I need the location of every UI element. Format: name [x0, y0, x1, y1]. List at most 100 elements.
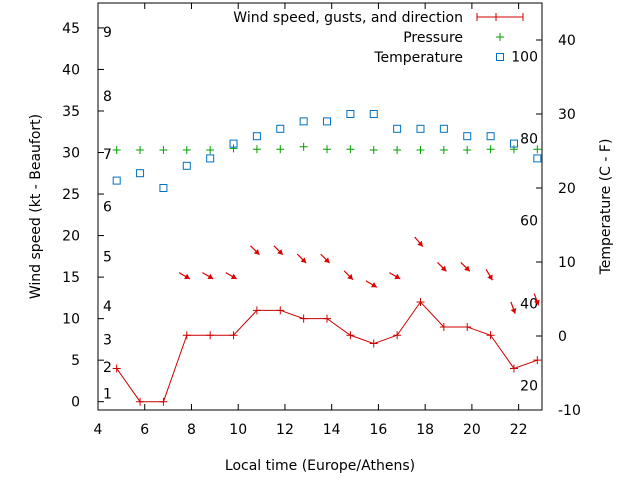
pressure-point: [369, 146, 378, 155]
wind-speed-point: [416, 298, 425, 307]
x-ticks: 4 6 8 10 12 14 16 18 20 22: [94, 3, 528, 438]
beaufort-label: 7: [103, 147, 112, 163]
wind-speed-point: [206, 331, 215, 340]
wind-direction-arrow: [178, 272, 191, 280]
fahrenheit-label: 60: [520, 214, 538, 230]
temperature-point: [509, 139, 518, 148]
temperature-point: [206, 154, 215, 163]
pressure-point: [252, 145, 261, 154]
wind-speed-point: [252, 306, 261, 315]
fahrenheit-label: 20: [520, 379, 538, 395]
temperature-point: [252, 132, 261, 141]
legend-marker: [496, 33, 504, 41]
y-right-tick-label: 10: [558, 255, 576, 271]
wind-direction-arrow: [225, 272, 237, 280]
wind-speed-point: [136, 397, 145, 406]
pressure-point: [136, 146, 145, 155]
pressure-point: [439, 146, 448, 155]
wind-speed-point: [159, 397, 168, 406]
wind-speed-point: [486, 331, 495, 340]
fahrenheit-label: 40: [520, 296, 538, 312]
wind-direction-arrow: [533, 293, 540, 306]
wind-speed-point: [439, 322, 448, 331]
y-left-tick-label: 40: [62, 62, 80, 78]
temperature-point: [346, 110, 355, 118]
wind-arrow-head: [440, 265, 447, 272]
wind-direction-arrow: [296, 253, 307, 264]
temperature-point: [369, 110, 378, 118]
series-pressure: [112, 142, 542, 155]
beaufort-label: 6: [103, 200, 112, 216]
temperature-point: [439, 124, 448, 133]
wind-direction-arrow: [320, 253, 330, 264]
pressure-point: [346, 145, 355, 154]
temperature-point: [463, 132, 472, 141]
temperature-point: [533, 154, 542, 163]
legend-label: Wind speed, gusts, and direction: [233, 10, 463, 26]
x-tick-label: 22: [510, 422, 528, 438]
pressure-point: [323, 145, 332, 154]
wind-arrow-head: [207, 273, 214, 280]
wind-speed-point: [509, 364, 518, 373]
wind-direction-arrow: [202, 272, 214, 280]
x-tick-label: 16: [370, 422, 388, 438]
wind-speed-point: [299, 314, 308, 323]
pressure-point: [276, 145, 285, 154]
fahrenheit-label: 100: [511, 49, 538, 65]
y-right-tick-label: 20: [558, 181, 576, 197]
x-tick-label: 4: [94, 422, 103, 438]
beaufort-label: 2: [103, 360, 112, 376]
wind-arrow-head: [230, 273, 237, 280]
beaufort-label: 8: [103, 89, 112, 105]
temperature-point: [136, 169, 145, 178]
x-tick-label: 6: [140, 422, 149, 438]
y-left-tick-label: 15: [62, 270, 80, 286]
wind-arrow-head: [371, 282, 377, 288]
pressure-point: [533, 145, 542, 154]
beaufort-label: 3: [103, 332, 112, 348]
wind-direction-arrow: [437, 262, 447, 272]
temperature-point: [393, 124, 402, 133]
x-tick-label: 14: [323, 422, 341, 438]
temperature-point: [323, 117, 332, 126]
temperature-point: [299, 117, 308, 126]
wind-speed-point: [369, 339, 378, 348]
y-left-tick-label: 20: [62, 229, 80, 245]
temperature-point: [159, 184, 168, 192]
wind-direction-arrow: [250, 245, 260, 256]
pressure-point: [463, 146, 472, 155]
wind-speed-point: [276, 306, 285, 315]
wind-arrow-head: [347, 273, 353, 280]
x-tick-label: 10: [229, 422, 247, 438]
series-temperature: [112, 110, 542, 192]
wind-speed-point: [393, 331, 402, 340]
pressure-point: [182, 146, 191, 155]
wind-speed-point: [182, 331, 191, 340]
pressure-point: [229, 144, 238, 153]
wind-arrow-head: [510, 307, 517, 314]
wind-direction-arrow: [510, 301, 517, 314]
wind-arrow-head: [300, 257, 307, 264]
temperature-point: [486, 132, 495, 141]
temperature-point: [416, 124, 425, 133]
wind-speed-point: [323, 314, 332, 323]
y-left-tick-label: 30: [62, 146, 80, 162]
wind-speed-point: [533, 356, 542, 365]
legend: Wind speed, gusts, and direction Pressure…: [233, 10, 524, 66]
wind-direction-arrow: [414, 236, 424, 248]
wind-direction-arrow: [460, 262, 471, 272]
beaufort-label: 9: [103, 25, 112, 41]
wind-arrow-head: [487, 274, 493, 281]
wind-arrow-head: [184, 273, 190, 280]
beaufort-label: 4: [103, 299, 112, 315]
wind-arrow-head: [253, 249, 260, 255]
series-wind: [112, 298, 542, 406]
fahrenheit-label: 80: [520, 131, 538, 147]
wind-direction-arrow: [365, 280, 378, 288]
beaufort-labels: 1 2 3 4 5 6 7 8 9: [103, 25, 112, 402]
pressure-point: [206, 146, 215, 155]
y-right-tick-label: 30: [558, 107, 576, 123]
pressure-point: [159, 146, 168, 155]
plot-frame: [97, 2, 543, 411]
